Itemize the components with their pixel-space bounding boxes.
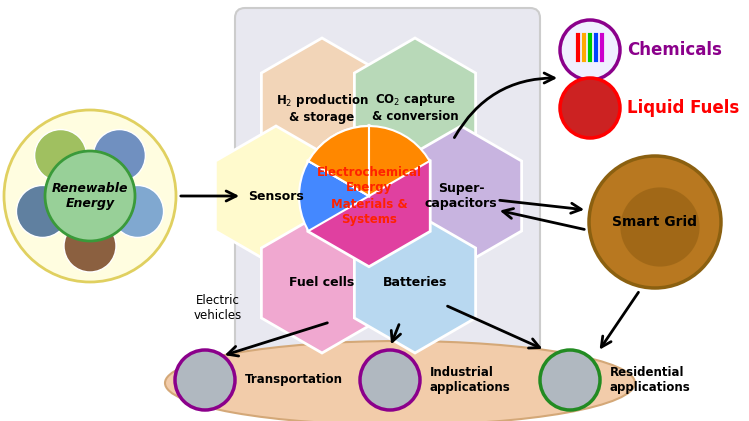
- Polygon shape: [216, 126, 336, 266]
- Polygon shape: [309, 126, 369, 196]
- Text: Batteries: Batteries: [383, 277, 447, 290]
- Polygon shape: [309, 126, 369, 196]
- Circle shape: [34, 130, 87, 181]
- Polygon shape: [308, 125, 430, 266]
- Circle shape: [540, 350, 600, 410]
- Circle shape: [16, 186, 68, 237]
- Text: Chemicals: Chemicals: [627, 41, 722, 59]
- Ellipse shape: [165, 341, 635, 421]
- Text: Transportation: Transportation: [245, 373, 343, 386]
- FancyBboxPatch shape: [235, 8, 540, 368]
- Polygon shape: [354, 213, 476, 353]
- Text: CO$_2$ capture
& conversion: CO$_2$ capture & conversion: [372, 93, 458, 123]
- Polygon shape: [299, 161, 369, 231]
- Circle shape: [112, 186, 163, 237]
- Text: Fuel cells: Fuel cells: [289, 277, 354, 290]
- Text: Renewable
Energy: Renewable Energy: [52, 182, 128, 210]
- Circle shape: [360, 350, 420, 410]
- Circle shape: [620, 187, 700, 266]
- Text: Electric
vehicles: Electric vehicles: [194, 294, 242, 322]
- Polygon shape: [261, 38, 383, 178]
- Circle shape: [94, 130, 145, 181]
- Circle shape: [560, 78, 620, 138]
- Polygon shape: [401, 126, 521, 266]
- Text: Electrochemical
Energy
Materials &
Systems: Electrochemical Energy Materials & Syste…: [317, 165, 422, 226]
- Text: Smart Grid: Smart Grid: [613, 215, 697, 229]
- Circle shape: [560, 20, 620, 80]
- Text: Industrial
applications: Industrial applications: [430, 366, 511, 394]
- Polygon shape: [354, 38, 476, 178]
- Text: Super-
capacitors: Super- capacitors: [425, 182, 497, 210]
- Circle shape: [4, 110, 176, 282]
- Polygon shape: [369, 126, 430, 196]
- Text: Liquid Fuels: Liquid Fuels: [627, 99, 739, 117]
- Circle shape: [64, 220, 116, 272]
- Text: H$_2$ production
& storage: H$_2$ production & storage: [276, 92, 369, 124]
- Polygon shape: [261, 213, 383, 353]
- Text: Sensors: Sensors: [248, 189, 304, 203]
- Circle shape: [45, 151, 135, 241]
- Circle shape: [175, 350, 235, 410]
- Circle shape: [589, 156, 721, 288]
- Text: Residential
applications: Residential applications: [610, 366, 691, 394]
